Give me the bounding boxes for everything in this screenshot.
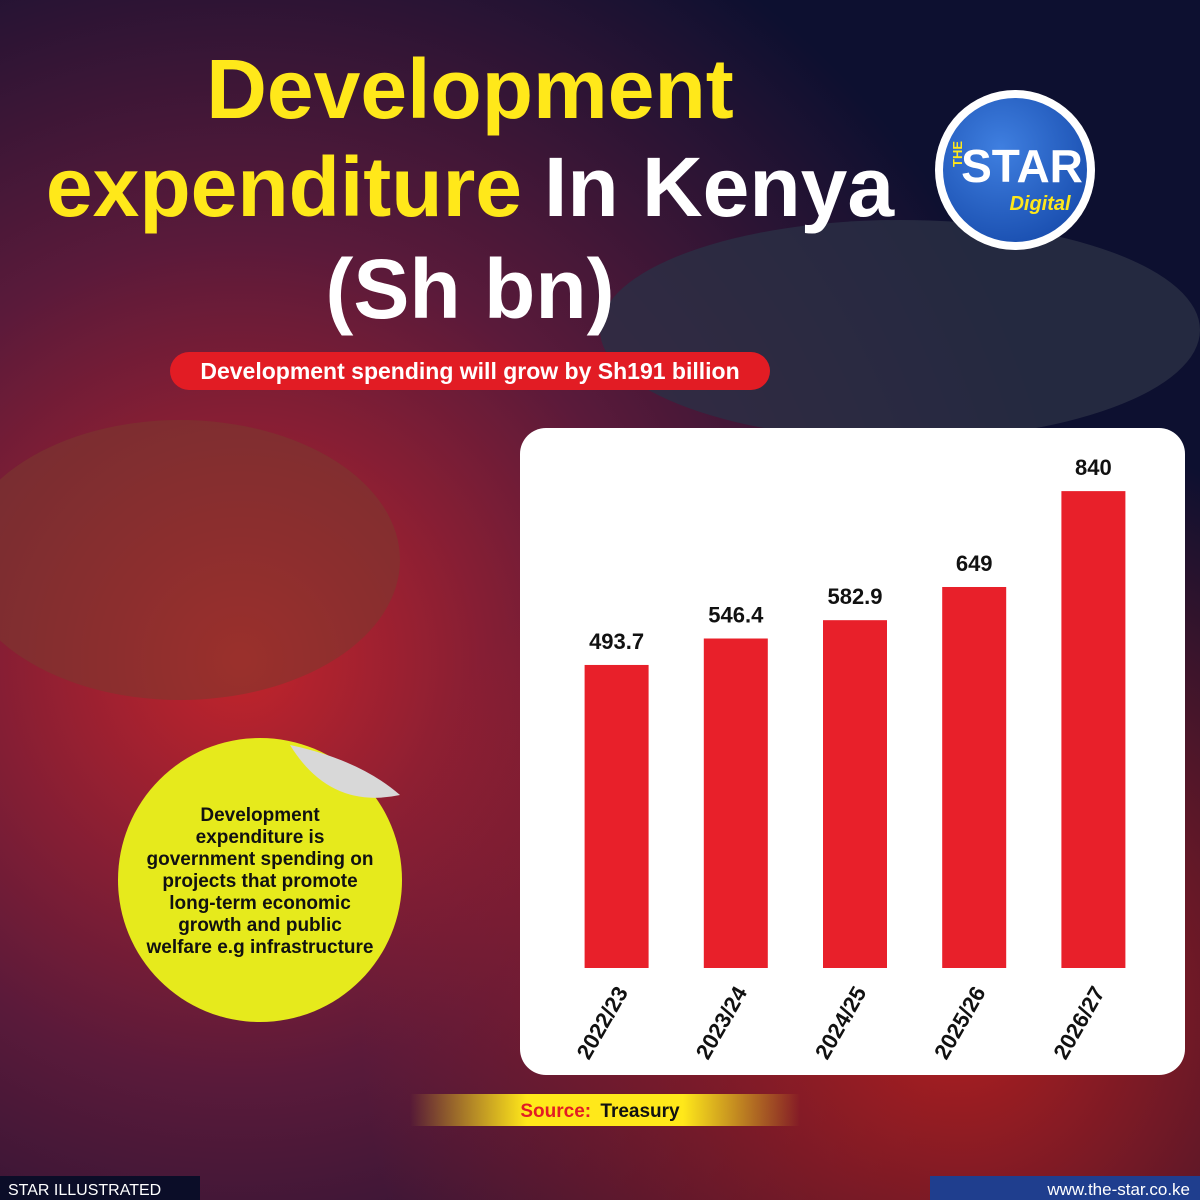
logo-digital: Digital — [1009, 193, 1071, 215]
note-circle — [118, 738, 402, 1022]
value-label: 840 — [1075, 455, 1112, 480]
title-segment: (Sh bn) — [325, 242, 614, 336]
bar — [703, 638, 768, 968]
title-segment: Development — [206, 42, 733, 136]
source-band — [410, 1094, 800, 1126]
calculator-decoration — [600, 220, 1200, 440]
source-value: Treasury — [600, 1101, 680, 1122]
subtitle-pill — [170, 352, 770, 390]
bar — [942, 586, 1007, 968]
note-curl — [290, 745, 400, 798]
note-box: Development expenditure is government sp… — [146, 805, 374, 958]
note: Development expenditure is government sp… — [146, 805, 374, 958]
footer-left-bar — [0, 1176, 200, 1200]
logo — [943, 98, 1087, 242]
value-label: 546.4 — [708, 603, 764, 628]
bar — [584, 664, 649, 968]
title-line: Development — [206, 42, 733, 136]
plot: 493.72022/23546.42023/24582.92024/256492… — [572, 455, 1126, 1063]
value-label: 582.9 — [827, 584, 882, 609]
value-label: 493.7 — [589, 629, 644, 654]
footer-right-bar — [930, 1176, 1200, 1200]
source-label: Source: — [520, 1101, 591, 1122]
hands-decoration — [0, 420, 400, 700]
bar — [1061, 491, 1126, 968]
title-segment: In Kenya — [544, 140, 895, 234]
logo-the: THE — [950, 141, 965, 167]
subtitle: Development spending will grow by Sh191 … — [200, 358, 739, 384]
footer-right: www.the-star.co.ke — [1046, 1180, 1190, 1199]
logo-star: STAR — [961, 140, 1083, 192]
source: Source: Treasury — [520, 1101, 680, 1122]
footer-left: STAR ILLUSTRATED — [8, 1182, 161, 1199]
value-label: 649 — [956, 551, 993, 576]
bar — [823, 620, 887, 968]
title-line: expenditure In Kenya — [46, 140, 896, 234]
title-segment: expenditure — [46, 140, 522, 234]
title-line: (Sh bn) — [325, 242, 614, 336]
